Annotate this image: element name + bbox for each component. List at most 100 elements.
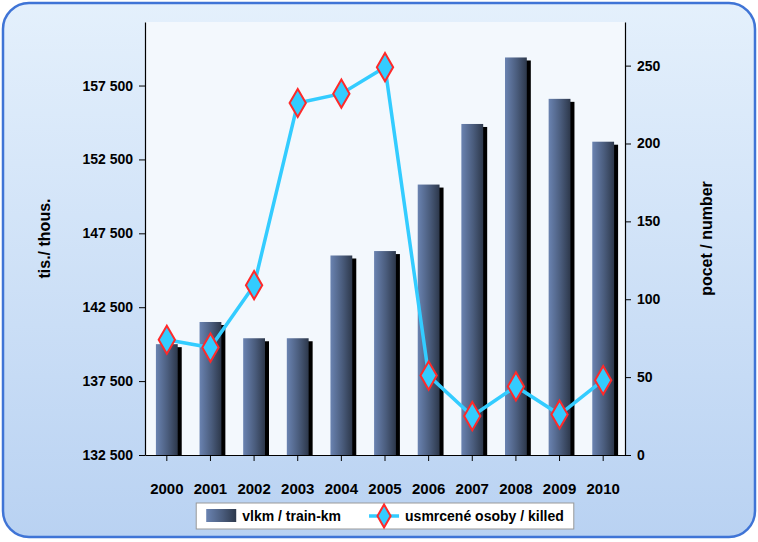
bar-series <box>156 57 618 455</box>
tick-label: 200 <box>637 135 661 151</box>
marker <box>420 361 436 389</box>
bar <box>200 322 222 455</box>
tick: 2000 <box>150 455 183 497</box>
tick-mark <box>625 377 631 378</box>
tick-label: 157 500 <box>82 78 133 94</box>
tick: 142 500 <box>82 299 145 315</box>
marks <box>156 53 618 455</box>
plot-area <box>145 22 625 455</box>
legend-marker <box>377 505 390 528</box>
tick-label: 142 500 <box>82 299 133 315</box>
legend-box <box>196 503 574 529</box>
tick-mark <box>603 455 604 461</box>
axis-line <box>625 23 626 456</box>
tick-label: 2003 <box>281 480 314 497</box>
marker <box>377 53 393 81</box>
tick: 2007 <box>456 455 489 497</box>
marker <box>551 400 567 428</box>
tick-label: 2005 <box>368 480 401 497</box>
tick-mark <box>559 455 560 461</box>
tick: 2009 <box>543 455 576 497</box>
marker <box>159 326 175 354</box>
tick-mark <box>139 381 145 382</box>
line <box>167 67 603 416</box>
bar <box>156 344 178 455</box>
tick-mark <box>625 299 631 300</box>
tick-label: 50 <box>637 369 653 385</box>
tick-label: 150 <box>637 213 661 229</box>
tick-label: 250 <box>637 58 661 74</box>
tick-mark <box>166 455 167 461</box>
tick-mark <box>297 455 298 461</box>
tick-label: 2000 <box>150 480 183 497</box>
tick: 152 500 <box>82 151 145 167</box>
tick-label: 0 <box>637 447 645 463</box>
tick-label: 2010 <box>586 480 619 497</box>
background <box>3 3 755 537</box>
y-axis: 132 500 137 500 142 500 147 500 152 500 157 5… <box>82 23 145 463</box>
legend-item: usmrcené osoby / killed <box>369 505 564 528</box>
tick: 2010 <box>586 455 619 497</box>
chart: 132 500 137 500 142 500 147 500 152 500 157 5… <box>0 0 758 542</box>
tick: 157 500 <box>82 78 145 94</box>
tick: 2005 <box>368 455 401 497</box>
legend-item: vlkm / train-km <box>206 508 341 524</box>
tick-mark <box>139 455 145 456</box>
tick: 137 500 <box>82 373 145 389</box>
tick-label: 132 500 <box>82 447 133 463</box>
tick-mark <box>139 307 145 308</box>
tick: 2006 <box>412 455 445 497</box>
tick-label: 137 500 <box>82 373 133 389</box>
tick: 2008 <box>499 455 532 497</box>
bar <box>330 255 352 455</box>
tick-mark <box>428 455 429 461</box>
marker <box>595 366 611 394</box>
tick: 147 500 <box>82 225 145 241</box>
tick-mark <box>625 66 631 67</box>
tick-mark <box>515 455 516 461</box>
axis-line <box>145 23 146 456</box>
bar <box>374 251 396 455</box>
bar <box>287 338 309 455</box>
tick-mark <box>139 233 145 234</box>
tick-mark <box>139 159 145 160</box>
tick-mark <box>625 455 631 456</box>
y2-axis: 0 50 100 150 200 250 <box>625 23 661 463</box>
marker <box>290 89 306 117</box>
tick-mark <box>625 221 631 222</box>
tick: 0 <box>625 447 645 463</box>
marker <box>508 372 524 400</box>
marker <box>333 80 349 108</box>
line-series <box>159 53 612 430</box>
legend-swatch <box>206 509 236 522</box>
tick-label: 2008 <box>499 480 532 497</box>
marker <box>464 402 480 430</box>
tick-label: 2001 <box>194 480 227 497</box>
tick-label: 152 500 <box>82 151 133 167</box>
tick-label: 147 500 <box>82 225 133 241</box>
marker <box>202 333 218 361</box>
marker <box>246 271 262 299</box>
tick-mark <box>254 455 255 461</box>
tick: 2002 <box>237 455 270 497</box>
tick-mark <box>341 455 342 461</box>
tick: 150 <box>625 213 661 229</box>
bar <box>243 338 265 455</box>
tick: 132 500 <box>82 447 145 463</box>
tick-label: 2006 <box>412 480 445 497</box>
bar <box>505 57 527 455</box>
tick: 100 <box>625 291 661 307</box>
tick-mark <box>625 143 631 144</box>
y2-axis-title: pocet / number <box>698 181 715 296</box>
tick: 250 <box>625 58 661 74</box>
tick: 2004 <box>325 455 359 497</box>
tick-label: 2004 <box>325 480 359 497</box>
tick: 200 <box>625 135 661 151</box>
tick-label: 2007 <box>456 480 489 497</box>
tick: 2003 <box>281 455 314 497</box>
x-axis: 2000 2001 2002 2003 2004 2005 2006 2007 2008 2009… <box>146 455 626 497</box>
tick-mark <box>210 455 211 461</box>
tick-mark <box>385 455 386 461</box>
tick-mark <box>472 455 473 461</box>
tick: 2001 <box>194 455 227 497</box>
